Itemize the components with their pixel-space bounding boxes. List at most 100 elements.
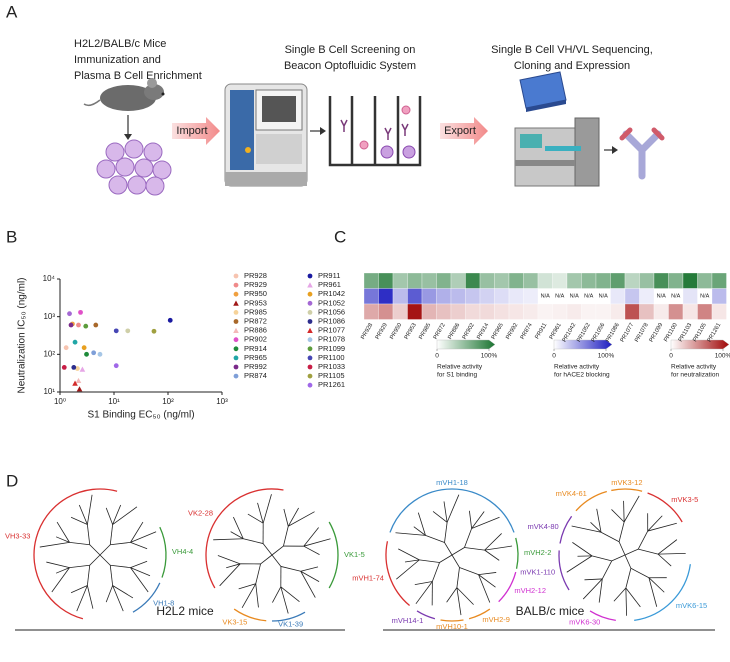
legend-label: PR902 bbox=[244, 335, 267, 344]
point bbox=[79, 366, 86, 372]
scale-caption: for S1 binding bbox=[437, 372, 477, 379]
legend-marker bbox=[307, 346, 313, 352]
y-tick-label: 10¹ bbox=[43, 387, 55, 396]
point bbox=[83, 323, 89, 329]
heat-cell bbox=[436, 288, 452, 305]
heat-cell bbox=[450, 303, 466, 320]
x-tick-label: 10² bbox=[162, 397, 174, 406]
point bbox=[113, 328, 119, 334]
heat-cell bbox=[421, 288, 437, 305]
clade-arc bbox=[416, 610, 436, 620]
legend-label: PR950 bbox=[244, 289, 267, 298]
arrow-head bbox=[124, 134, 132, 140]
heat-cell bbox=[450, 288, 466, 305]
clade-label: VK1-5 bbox=[344, 550, 365, 559]
legend-label: PR1086 bbox=[318, 316, 345, 325]
tree-branch bbox=[105, 585, 114, 603]
tree-branch bbox=[86, 494, 93, 525]
clade-label: VH4-4 bbox=[172, 547, 193, 556]
heat-cell bbox=[508, 303, 524, 320]
tree-branch bbox=[600, 531, 620, 543]
legend-marker bbox=[307, 382, 313, 388]
tree-branch bbox=[601, 560, 613, 580]
tree-branch bbox=[584, 578, 603, 581]
clade-arc bbox=[385, 541, 410, 607]
heat-cell bbox=[668, 303, 684, 320]
tree-branch bbox=[451, 554, 460, 568]
tree-branch bbox=[130, 521, 144, 543]
clade-arc bbox=[468, 608, 491, 620]
legend-marker bbox=[307, 355, 313, 361]
heat-cell bbox=[537, 303, 553, 320]
tree-branch bbox=[590, 521, 602, 533]
tree-branch bbox=[213, 538, 244, 541]
x-tick-label: 10⁰ bbox=[54, 397, 66, 406]
heat-cell bbox=[668, 272, 684, 289]
sequencer bbox=[514, 117, 600, 187]
clade-label: VH1-8 bbox=[153, 599, 174, 608]
clade-label: VH3-33 bbox=[5, 531, 30, 540]
tree-branch bbox=[70, 585, 88, 594]
heat-cell bbox=[610, 288, 626, 305]
na-label: N/A bbox=[700, 294, 710, 300]
heat-cell bbox=[581, 303, 597, 320]
step-text: Plasma B Cell Enrichment bbox=[74, 70, 202, 82]
tree-branch bbox=[260, 554, 273, 565]
heat-cell bbox=[595, 303, 611, 320]
tree-branch bbox=[451, 547, 465, 556]
point bbox=[125, 328, 131, 334]
legend-label: PR1261 bbox=[318, 380, 345, 389]
heat-cell bbox=[682, 288, 698, 305]
panel-label: D bbox=[6, 471, 18, 490]
export-arrow bbox=[440, 117, 488, 145]
clade-arc bbox=[611, 488, 643, 492]
clade-arc bbox=[440, 619, 464, 622]
clade-arc bbox=[515, 537, 519, 569]
heat-cell bbox=[537, 272, 553, 289]
group-label: H2L2 mice bbox=[156, 604, 214, 618]
tree-branch bbox=[46, 561, 70, 569]
heat-cell bbox=[436, 272, 452, 289]
step-text: H2L2/BALB/c Mice bbox=[74, 38, 166, 50]
legend-marker bbox=[307, 282, 313, 288]
clade-arc bbox=[389, 488, 515, 533]
legend-marker bbox=[233, 355, 239, 361]
clade-label: mVH1-74 bbox=[352, 573, 384, 582]
tree-branch bbox=[130, 567, 149, 593]
point bbox=[72, 380, 78, 386]
tree-branch bbox=[288, 511, 315, 527]
clade-arc bbox=[328, 521, 339, 589]
tree-branch bbox=[404, 559, 420, 563]
tree-branch bbox=[432, 511, 448, 523]
tree-branch bbox=[55, 536, 70, 543]
tree-branch bbox=[303, 527, 319, 547]
na-label: N/A bbox=[555, 294, 565, 300]
tree-branch bbox=[76, 585, 88, 612]
clade-label: mVH2-2 bbox=[524, 548, 552, 557]
tree-branch bbox=[444, 522, 448, 543]
tree-branch bbox=[283, 508, 289, 527]
legend-marker bbox=[307, 319, 313, 324]
heat-cell bbox=[407, 288, 423, 305]
scale-caption: Relative activity bbox=[671, 364, 717, 371]
na-label: N/A bbox=[657, 294, 667, 300]
clade-label: mVK6-15 bbox=[676, 601, 707, 610]
tree-branch bbox=[86, 524, 91, 545]
heat-cell bbox=[523, 303, 539, 320]
legend-label: PR928 bbox=[244, 271, 267, 280]
heat-cell bbox=[436, 303, 452, 320]
tree-branch bbox=[219, 563, 241, 587]
tree-branch bbox=[78, 504, 88, 525]
heat-cell bbox=[697, 303, 713, 320]
tree-branch bbox=[464, 528, 473, 548]
heat-cell bbox=[494, 303, 510, 320]
tree-branch bbox=[247, 513, 264, 524]
tree-branch bbox=[130, 567, 151, 577]
tree-branch bbox=[572, 542, 593, 557]
tree-branch bbox=[571, 525, 602, 533]
legend-marker bbox=[233, 327, 239, 333]
clade-arc bbox=[558, 550, 570, 591]
tree-branch bbox=[443, 501, 448, 523]
